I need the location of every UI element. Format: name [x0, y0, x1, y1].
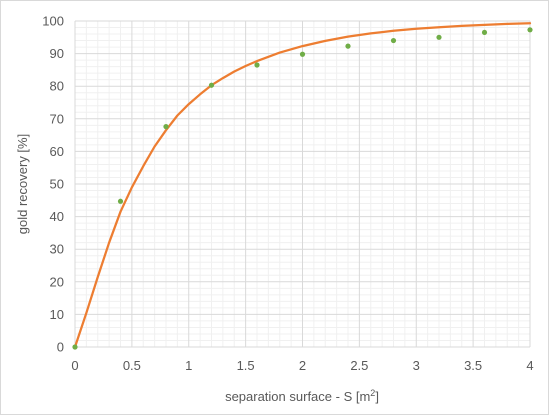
y-tick-label: 70: [50, 111, 64, 126]
data-point: [208, 82, 215, 88]
fit-curve-line: [73, 22, 532, 349]
x-tick-label: 1.5: [237, 358, 255, 373]
y-tick-labels: 0 10 20 30 40 50 60 70 80 90 100: [42, 14, 64, 355]
x-tick-labels: 0 0.5 1 1.5 2 2.5 3 3.5 4: [71, 358, 533, 373]
data-point: [436, 34, 442, 40]
x-tick-label: 4: [526, 358, 533, 373]
x-tick-label: 2: [299, 358, 306, 373]
y-tick-label: 50: [50, 177, 64, 192]
x-tick-label: 2.5: [350, 358, 368, 373]
y-tick-label: 60: [50, 144, 64, 159]
x-tick-label: 0: [71, 358, 78, 373]
x-tick-label: 0.5: [123, 358, 141, 373]
data-point: [72, 344, 78, 350]
data-point: [345, 43, 351, 49]
x-tick-label: 3: [413, 358, 420, 373]
y-tick-label: 0: [57, 340, 64, 355]
data-point: [390, 37, 397, 44]
y-tick-label: 100: [42, 14, 64, 29]
x-axis-title: separation surface - S [m2]: [225, 388, 379, 404]
data-point: [299, 51, 306, 57]
series-layer: [72, 22, 533, 350]
data-point: [163, 124, 169, 130]
y-tick-label: 90: [50, 46, 64, 61]
data-point: [117, 198, 124, 204]
x-tick-label: 3.5: [464, 358, 482, 373]
y-tick-label: 30: [50, 242, 64, 257]
data-point: [481, 29, 488, 36]
y-tick-label: 40: [50, 209, 64, 224]
data-point: [254, 62, 260, 68]
y-tick-label: 10: [50, 307, 64, 322]
y-tick-label: 80: [50, 79, 64, 94]
data-point: [527, 27, 533, 33]
y-tick-label: 20: [50, 274, 64, 289]
x-tick-label: 1: [185, 358, 192, 373]
y-axis-title: gold recovery [%]: [15, 134, 30, 234]
